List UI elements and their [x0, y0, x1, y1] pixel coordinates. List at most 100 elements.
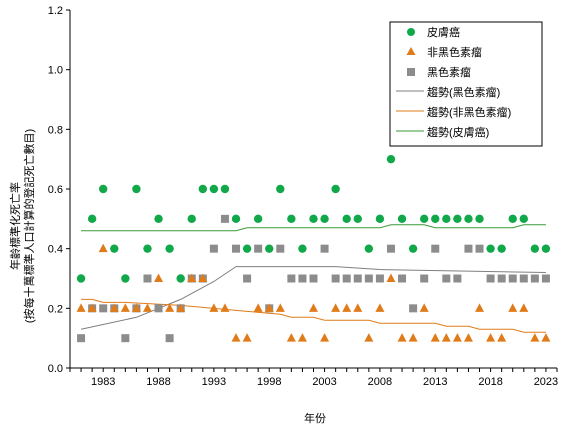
- point-non-melanoma: [475, 303, 485, 312]
- legend-label-trend-skin-cancer: 趨勢(皮膚癌): [427, 125, 489, 139]
- point-skin-cancer: [320, 214, 329, 224]
- y-tick-label: 0.4: [48, 244, 63, 256]
- point-skin-cancer: [309, 214, 318, 224]
- point-skin-cancer: [298, 244, 307, 253]
- point-skin-cancer: [541, 244, 551, 253]
- point-non-melanoma: [375, 303, 385, 312]
- point-skin-cancer: [364, 244, 374, 253]
- point-non-melanoma: [198, 273, 208, 282]
- legend-label-melanoma: 黑色素瘤: [427, 65, 471, 79]
- point-melanoma: [320, 244, 329, 253]
- legend-label-skin-cancer: 皮膚癌: [427, 25, 460, 39]
- point-skin-cancer: [209, 184, 219, 194]
- x-tick-label: 2018: [478, 376, 502, 388]
- data-points: [76, 154, 551, 343]
- x-tick-label: 1998: [257, 376, 281, 388]
- point-non-melanoma: [297, 333, 307, 342]
- point-melanoma: [309, 274, 318, 283]
- point-melanoma: [209, 244, 218, 253]
- point-melanoma: [99, 304, 108, 313]
- point-melanoma: [420, 274, 429, 283]
- point-non-melanoma: [386, 273, 396, 282]
- trend-line-1: [81, 298, 546, 333]
- point-skin-cancer: [242, 244, 252, 253]
- point-melanoma: [541, 274, 550, 283]
- point-non-melanoma: [242, 333, 252, 342]
- x-tick-label: 1983: [91, 376, 115, 388]
- point-non-melanoma: [541, 333, 551, 342]
- point-skin-cancer: [187, 214, 196, 224]
- point-melanoma: [353, 274, 362, 283]
- point-skin-cancer: [276, 184, 285, 194]
- point-non-melanoma: [364, 333, 374, 342]
- point-non-melanoma: [331, 303, 341, 312]
- legend-marker-skin-cancer: [407, 28, 415, 36]
- point-skin-cancer: [165, 244, 174, 253]
- legend-box: [389, 21, 543, 147]
- point-skin-cancer: [198, 184, 208, 194]
- point-melanoma: [519, 274, 528, 283]
- point-melanoma: [287, 274, 296, 283]
- point-skin-cancer: [176, 274, 185, 283]
- y-tick-label: 1.0: [48, 65, 63, 77]
- point-melanoma: [331, 274, 340, 283]
- point-non-melanoma: [142, 303, 152, 312]
- y-tick-label: 1.2: [48, 5, 63, 17]
- point-non-melanoma: [519, 303, 529, 312]
- x-tick-label: 2008: [368, 376, 392, 388]
- trend-line-0: [80, 266, 546, 330]
- point-skin-cancer: [497, 244, 506, 253]
- legend-marker-non-melanoma: [406, 47, 416, 55]
- point-skin-cancer: [353, 214, 362, 224]
- point-skin-cancer: [508, 214, 517, 224]
- point-melanoma: [220, 214, 229, 223]
- point-skin-cancer: [375, 214, 385, 224]
- point-non-melanoma: [87, 303, 97, 312]
- point-non-melanoma: [120, 303, 130, 312]
- point-non-melanoma: [397, 333, 407, 342]
- point-non-melanoma: [320, 333, 330, 342]
- point-skin-cancer: [220, 184, 230, 194]
- point-melanoma: [486, 274, 495, 283]
- point-non-melanoma: [530, 333, 540, 342]
- point-melanoma: [276, 244, 285, 253]
- point-melanoma: [298, 274, 307, 283]
- point-non-melanoma: [165, 303, 175, 312]
- y-tick-label: 0.0: [48, 363, 63, 375]
- point-melanoma: [232, 244, 241, 253]
- y-tick-label: 0.6: [48, 184, 63, 196]
- point-non-melanoma: [264, 303, 274, 312]
- point-skin-cancer: [431, 214, 440, 224]
- point-skin-cancer: [419, 214, 429, 224]
- x-tick-label: 2003: [312, 376, 336, 388]
- point-melanoma: [77, 334, 86, 343]
- point-skin-cancer: [87, 214, 97, 224]
- point-non-melanoma: [176, 303, 186, 312]
- point-non-melanoma: [209, 303, 219, 312]
- point-skin-cancer: [442, 214, 451, 224]
- point-melanoma: [386, 244, 395, 253]
- point-skin-cancer: [486, 244, 495, 253]
- point-non-melanoma: [497, 333, 507, 342]
- x-tick-label: 1988: [146, 376, 170, 388]
- point-melanoma: [243, 274, 252, 283]
- point-non-melanoma: [231, 333, 241, 342]
- point-non-melanoma: [486, 333, 496, 342]
- point-non-melanoma: [154, 273, 164, 282]
- point-non-melanoma: [441, 333, 451, 342]
- point-skin-cancer: [265, 244, 274, 253]
- x-tick-label: 2013: [423, 376, 447, 388]
- point-non-melanoma: [419, 303, 429, 312]
- point-non-melanoma: [76, 303, 86, 312]
- point-melanoma: [530, 274, 539, 283]
- legend: 皮膚癌 非黑色素瘤 黑色素瘤 趨勢(黑色素瘤) 趨勢(非黑色素瘤) 趨勢(皮膚癌…: [389, 21, 543, 147]
- point-skin-cancer: [519, 214, 528, 224]
- point-non-melanoma: [353, 303, 363, 312]
- point-skin-cancer: [386, 154, 396, 164]
- point-skin-cancer: [121, 274, 130, 283]
- point-melanoma: [254, 244, 263, 253]
- trend-line-2: [81, 224, 546, 232]
- point-non-melanoma: [220, 303, 230, 312]
- point-skin-cancer: [154, 214, 163, 224]
